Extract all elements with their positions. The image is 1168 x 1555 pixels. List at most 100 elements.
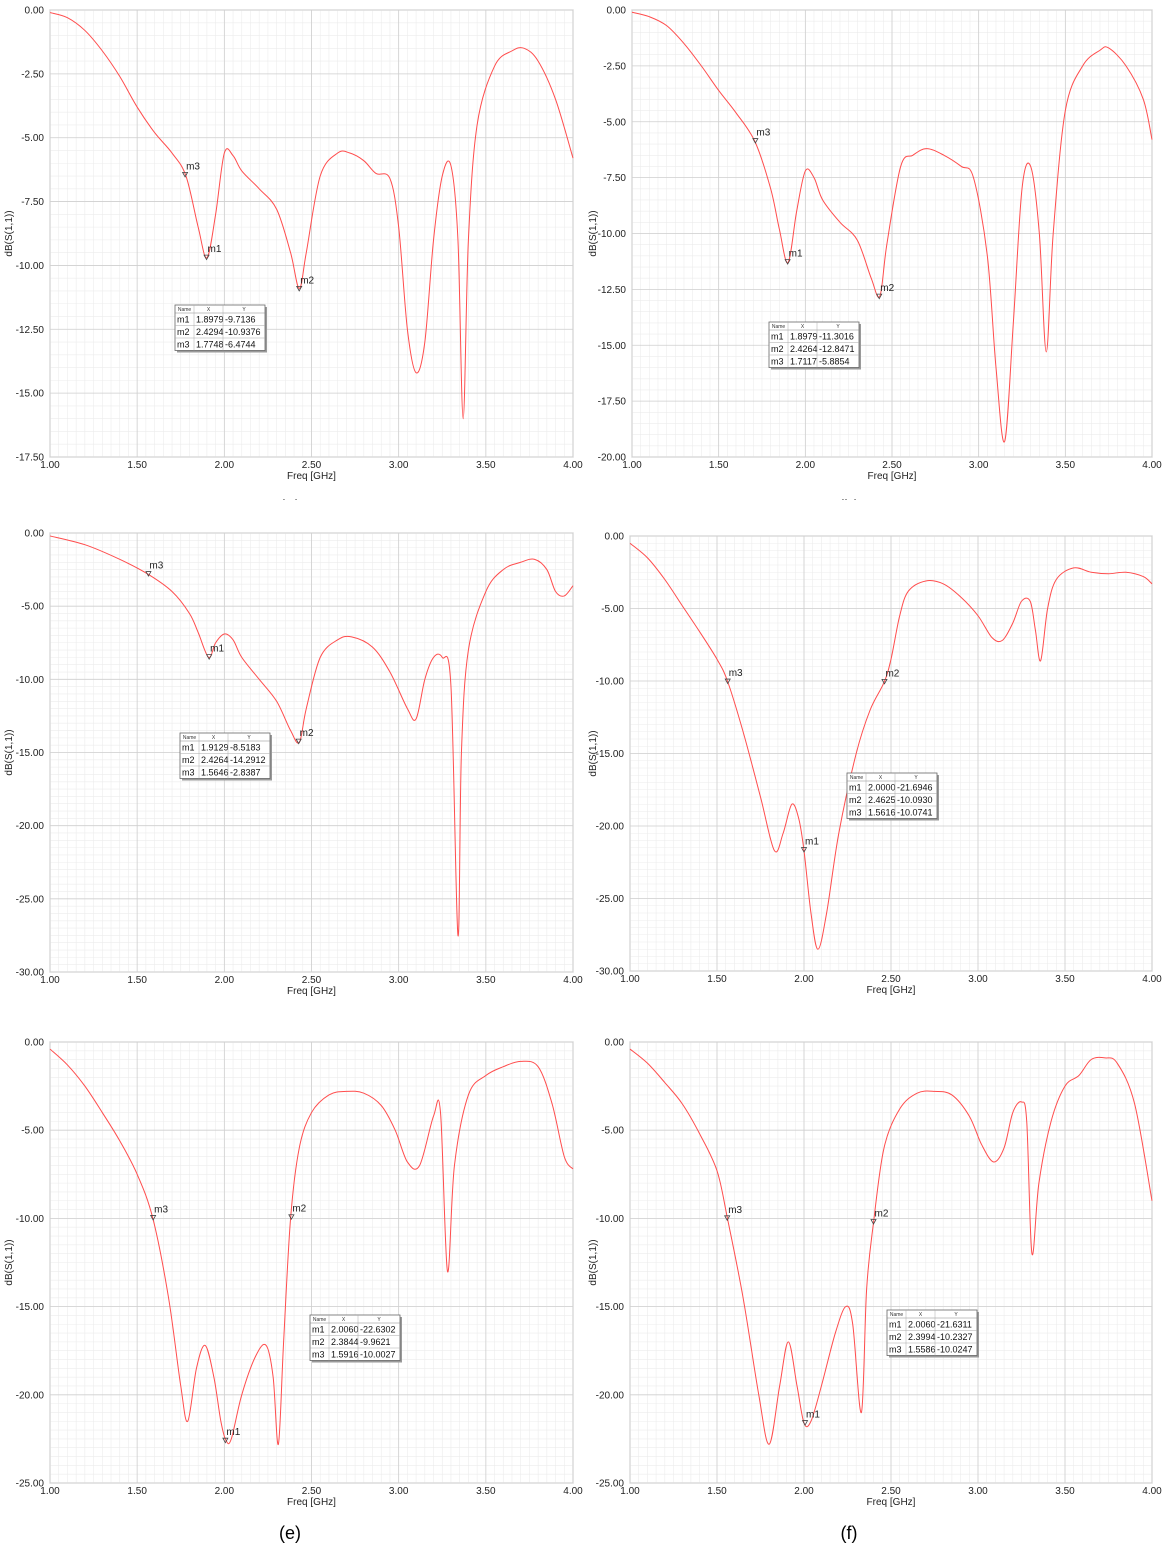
marker-table-cell: 2.0000	[868, 783, 896, 793]
y-tick-label: -15.00	[596, 1302, 625, 1313]
marker-table-cell: 2.0060	[331, 1325, 359, 1335]
marker-table-header: X	[212, 735, 216, 741]
x-tick-label: 3.00	[968, 1486, 988, 1497]
marker-table-header: Name	[890, 1312, 904, 1318]
marker-table-cell: m1	[177, 315, 190, 325]
y-tick-label: -10.00	[16, 261, 45, 272]
s11-curve	[629, 1048, 1153, 1445]
y-tick-label: -15.00	[16, 389, 45, 400]
marker-table-cell: 2.4264	[790, 344, 818, 354]
x-axis-label: Freq [GHz]	[868, 471, 917, 482]
chart-panel: 1.00 1.50 2.00 2.50 3.00 3.50 4.00 0.00 -5.00 -10…	[588, 1038, 1162, 1544]
marker-table-cell: -14.2912	[230, 755, 266, 765]
x-axis-label: Freq [GHz]	[867, 1497, 916, 1508]
y-tick-label: -15.00	[596, 749, 625, 760]
y-tick-label: -20.00	[596, 1390, 625, 1401]
x-tick-label: 1.50	[709, 460, 729, 471]
marker-label: m2	[300, 275, 314, 286]
marker-table-cell: -10.0741	[897, 808, 933, 818]
marker-table-cell: m3	[182, 768, 195, 778]
x-tick-label: 1.00	[40, 1486, 60, 1497]
marker-label: m1	[226, 1427, 240, 1438]
y-tick-label: -20.00	[16, 1390, 45, 1401]
chart-panel: 1.00 1.50 2.00 2.50 3.00 3.50 4.00 0.00 -5.00 -10…	[4, 529, 583, 998]
x-tick-label: 2.00	[794, 974, 814, 985]
marker-triangle	[288, 1214, 295, 1221]
marker-label: m3	[728, 1205, 742, 1216]
marker-table-cell: m2	[771, 344, 784, 354]
marker-label: m3	[186, 161, 200, 172]
y-tick-label: -20.00	[596, 822, 625, 833]
x-axis-label: Freq [GHz]	[287, 986, 336, 997]
y-tick-label: -30.00	[596, 967, 625, 978]
x-tick-label: 2.00	[796, 460, 816, 471]
marker-label: m3	[729, 668, 743, 679]
marker-table-cell: -10.0930	[897, 795, 933, 805]
y-tick-label: 0.00	[605, 532, 625, 543]
marker-label: m1	[806, 1410, 820, 1421]
y-tick-label: -25.00	[16, 894, 45, 905]
marker-table-cell: m3	[177, 340, 190, 350]
y-tick-label: -15.00	[16, 748, 45, 759]
y-tick-label: -2.50	[21, 69, 44, 80]
y-tick-label: -10.00	[16, 1214, 45, 1225]
s11-curve	[49, 535, 574, 937]
marker-triangle	[222, 1437, 229, 1444]
marker-table-cell: m3	[771, 357, 784, 367]
x-tick-label: 3.50	[1055, 974, 1075, 985]
y-tick-label: 0.00	[25, 1038, 45, 1049]
x-tick-label: 4.00	[1142, 974, 1162, 985]
marker-label: m2	[885, 668, 899, 679]
marker-triangle	[145, 571, 152, 577]
x-tick-label: 3.50	[476, 1486, 496, 1497]
marker-table-header: Y	[242, 307, 246, 313]
x-tick-label: 2.50	[302, 460, 322, 471]
marker-label: m2	[300, 728, 314, 739]
marker-table-cell: m1	[771, 332, 784, 342]
x-tick-label: 1.00	[620, 974, 640, 985]
x-axis-label: Freq [GHz]	[287, 471, 336, 482]
marker-triangle	[800, 847, 808, 853]
marker-table-header: Y	[836, 324, 840, 330]
marker-triangle	[881, 678, 888, 685]
x-tick-label: 3.00	[968, 974, 988, 985]
x-tick-label: 4.00	[563, 460, 583, 471]
chart-panel: 1.00 1.50 2.00 2.50 3.00 3.50 4.00 0.00 -5.00 -10…	[588, 532, 1162, 997]
x-tick-label: 2.00	[215, 460, 235, 471]
y-tick-label: -10.00	[16, 675, 45, 686]
y-tick-label: 0.00	[607, 6, 627, 17]
marker-table-cell: 2.3994	[908, 1332, 936, 1342]
marker-table-cell: -10.9376	[225, 327, 261, 337]
marker-table-cell: -11.3016	[819, 332, 854, 342]
y-tick-label: -10.00	[598, 229, 627, 240]
marker-label: m1	[210, 644, 224, 655]
marker-table-cell: 1.8979	[790, 332, 818, 342]
marker-table	[846, 772, 938, 819]
y-axis-label: dB(S(1,1))	[588, 730, 599, 776]
panel-caption: (a)	[279, 497, 301, 500]
y-tick-label: -17.50	[598, 397, 627, 408]
marker-table-header: Y	[914, 775, 918, 781]
marker-triangle	[203, 254, 210, 261]
x-axis-label: Freq [GHz]	[287, 1497, 336, 1508]
marker-table-header: X	[879, 775, 883, 781]
marker-table-cell: -10.0247	[937, 1345, 973, 1355]
marker-table-cell: -21.6946	[897, 783, 933, 793]
y-tick-label: -2.50	[603, 61, 626, 72]
x-tick-label: 1.00	[40, 460, 60, 471]
marker-label: m2	[292, 1204, 306, 1215]
marker-table-cell: 1.9129	[201, 743, 229, 753]
marker-table-cell: 1.5586	[908, 1345, 936, 1355]
y-tick-label: 0.00	[25, 6, 45, 17]
marker-table-cell: m2	[889, 1332, 902, 1342]
x-tick-label: 3.50	[476, 460, 496, 471]
marker-table	[174, 304, 266, 351]
x-tick-label: 2.50	[302, 1486, 322, 1497]
marker-triangle	[149, 1215, 157, 1221]
chart-panel: 1.00 1.50 2.00 2.50 3.00 3.50 4.00 0.00 -2.50 -5.…	[588, 6, 1162, 501]
marker-triangle	[876, 293, 883, 300]
marker-table-cell: 1.5646	[201, 768, 229, 778]
marker-table-header: Y	[377, 1317, 381, 1323]
x-tick-label: 2.50	[881, 1486, 901, 1497]
